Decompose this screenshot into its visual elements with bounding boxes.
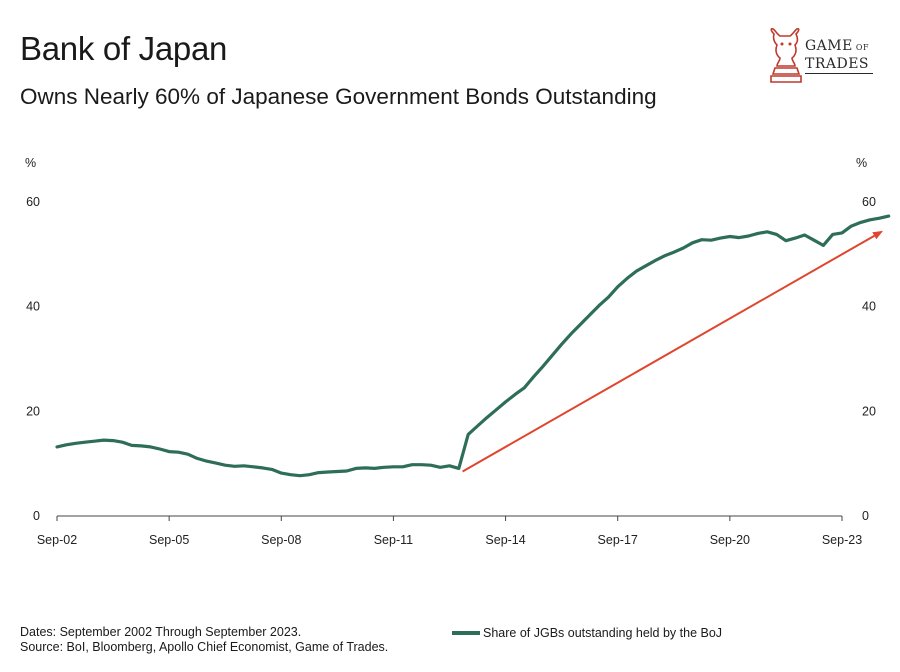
y-tick-right-60: 60 (862, 195, 876, 209)
game-of-trades-logo: GAME OF TRADES (768, 27, 888, 86)
x-tick-Sep-17: Sep-17 (598, 533, 638, 547)
y-axis-label-left: % (25, 156, 36, 170)
knight-bull-icon (770, 27, 802, 83)
x-tick-Sep-23: Sep-23 (822, 533, 862, 547)
x-axis: Sep-02 Sep-05 Sep-08 Sep-11 Sep-14 Sep-17 Sep-… (37, 516, 862, 547)
y-tick-right-20: 20 (862, 404, 876, 418)
x-tick-Sep-02: Sep-02 (37, 533, 77, 547)
footer-dates: Dates: September 2002 Through September … (20, 625, 302, 639)
x-tick-Sep-11: Sep-11 (374, 533, 413, 547)
trend-arrow (462, 230, 883, 473)
x-tick-Sep-14: Sep-14 (485, 533, 525, 547)
x-tick-Sep-08: Sep-08 (261, 533, 301, 547)
x-tick-Sep-20: Sep-20 (710, 533, 750, 547)
page-subtitle: Owns Nearly 60% of Japanese Government B… (20, 84, 657, 109)
logo-line2: TRADES (805, 56, 874, 74)
trend-arrow-line-0 (462, 230, 883, 473)
legend: Share of JGBs outstanding held by the Bo… (452, 626, 722, 640)
y-tick-right-0: 0 (862, 509, 869, 523)
y-tick-left-60: 60 (26, 195, 40, 209)
y-tick-right-40: 40 (862, 300, 876, 314)
legend-label: Share of JGBs outstanding held by the Bo… (483, 626, 723, 640)
y-tick-left-40: 40 (26, 300, 40, 314)
series-line-boj-share (55, 214, 891, 478)
y-tick-left-0: 0 (33, 509, 40, 523)
logo-wordmark: GAME OF TRADES (805, 38, 874, 74)
logo-of: OF (855, 43, 870, 52)
page-title: Bank of Japan (20, 30, 228, 67)
y-axis-right: 0 20 40 60 (862, 195, 876, 523)
y-axis-label-right: % (856, 156, 867, 170)
y-axis-left: 0 20 40 60 (26, 195, 40, 523)
y-tick-left-20: 20 (26, 404, 40, 418)
x-tick-Sep-05: Sep-05 (149, 533, 189, 547)
legend-swatch (452, 631, 480, 635)
logo-line1: GAME (805, 38, 853, 54)
footer-source: Source: BoI, Bloomberg, Apollo Chief Eco… (20, 640, 389, 654)
footer-notes: Dates: September 2002 Through September … (20, 625, 388, 655)
